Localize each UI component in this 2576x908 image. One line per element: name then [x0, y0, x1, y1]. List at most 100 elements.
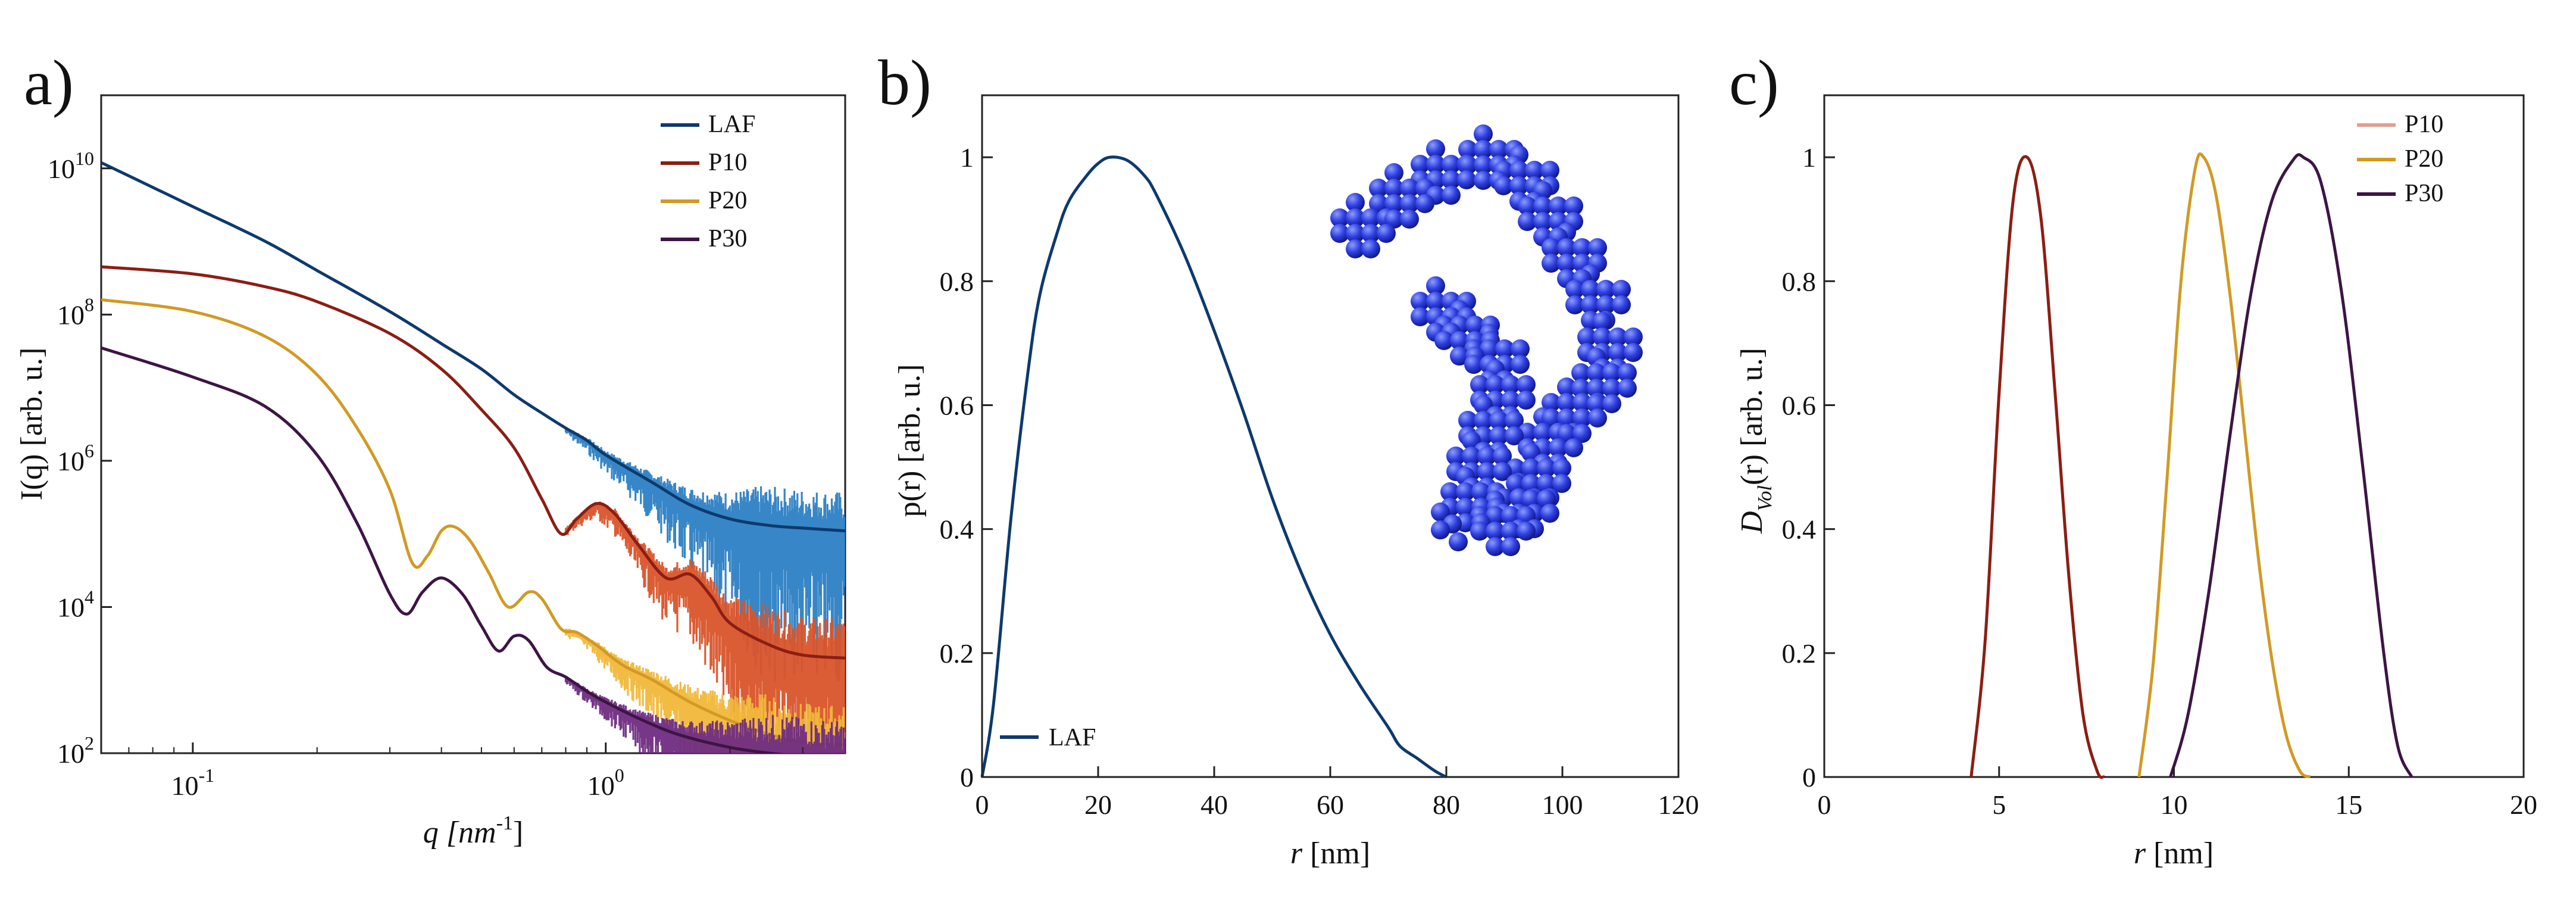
- bead-sphere: [1593, 312, 1612, 331]
- bead-sphere: [1426, 155, 1445, 174]
- bead-sphere: [1480, 339, 1499, 358]
- bead-sphere: [1509, 161, 1528, 180]
- bead-sphere: [1501, 537, 1520, 556]
- bead-sphere: [1431, 520, 1450, 539]
- legend-label-p10: P10: [708, 149, 747, 176]
- bead-sphere: [1384, 194, 1403, 213]
- bead-sphere: [1384, 210, 1403, 229]
- series-line-p20: [2137, 152, 2311, 779]
- bead-sphere: [1450, 347, 1469, 366]
- bead-sphere: [1346, 193, 1365, 212]
- bead-sphere: [1400, 179, 1419, 198]
- series-line-laf: [980, 155, 1448, 779]
- bead-sphere: [1434, 331, 1453, 350]
- panel-b-ticks: 0 20 40 60 80 100 120 0 0.2 0.4 0.6 0.8 1: [940, 142, 1699, 820]
- series-line-p10: [1969, 155, 2105, 779]
- bead-sphere: [1557, 254, 1576, 273]
- bead-sphere: [1462, 447, 1481, 466]
- bead-sphere: [1442, 155, 1461, 174]
- bead-sphere: [1501, 375, 1520, 394]
- bead-sphere: [1593, 327, 1612, 347]
- bead-sphere: [1511, 339, 1530, 358]
- x-tick-label: 20: [1084, 790, 1112, 820]
- bead-sphere: [1581, 280, 1600, 299]
- bead-sphere: [1474, 155, 1493, 174]
- x-tick-base: 10: [587, 770, 615, 801]
- bead-sphere: [1486, 375, 1505, 394]
- bead-sphere: [1612, 295, 1631, 314]
- bead-sphere: [1458, 140, 1477, 159]
- legend-label-p20: P20: [708, 187, 747, 214]
- y-tick-label: 0: [960, 762, 974, 792]
- panel-b-label: b): [878, 48, 931, 118]
- bead-sphere: [1486, 522, 1505, 541]
- bead-sphere: [1384, 179, 1403, 198]
- bead-sphere: [1442, 170, 1461, 189]
- x-tick-label: 80: [1433, 790, 1460, 820]
- panel-c-series: [1969, 152, 2414, 779]
- bead-sphere: [1557, 408, 1576, 428]
- bead-sphere: [1618, 379, 1637, 398]
- x-tick-label: 100: [1542, 790, 1583, 820]
- bead-sphere: [1517, 522, 1536, 541]
- panel-a-clipped: [101, 161, 845, 753]
- bead-sphere: [1495, 339, 1514, 358]
- bead-sphere: [1346, 224, 1365, 243]
- bead-sphere: [1330, 224, 1349, 243]
- bead-sphere: [1464, 355, 1483, 374]
- bead-sphere: [1489, 426, 1508, 445]
- bead-sphere: [1612, 280, 1631, 299]
- y-tick-base: 10: [57, 738, 85, 769]
- bead-sphere: [1533, 196, 1552, 216]
- bead-sphere: [1361, 208, 1380, 227]
- bead-sphere: [1446, 447, 1465, 466]
- bead-sphere: [1477, 447, 1496, 466]
- x-tick-label: 100: [587, 765, 624, 801]
- bead-sphere: [1458, 411, 1477, 430]
- bead-sphere: [1573, 424, 1592, 443]
- x-tick-label: 20: [2510, 790, 2537, 820]
- bead-sphere: [1542, 408, 1561, 428]
- bead-sphere: [1602, 363, 1621, 382]
- bead-sphere: [1450, 331, 1469, 350]
- bead-sphere: [1511, 355, 1530, 374]
- panel-a-label: a): [24, 48, 74, 118]
- bead-sphere: [1537, 489, 1556, 508]
- bead-sphere: [1587, 379, 1606, 398]
- bead-sphere: [1549, 438, 1568, 457]
- panel-a-xlabel: q [nm-1]: [423, 812, 523, 850]
- panel-c-ylabel: DVol(r) [arb. u.]: [1735, 348, 1776, 534]
- legend-label-laf: LAF: [1049, 724, 1096, 751]
- bead-sphere: [1588, 408, 1607, 428]
- y-tick-label: 106: [57, 440, 94, 476]
- x-tick-label: 15: [2335, 790, 2362, 820]
- bead-sphere: [1540, 161, 1559, 180]
- panel-c-ticks: 0 5 10 15 20 0 0.2 0.4 0.6 0.8 1: [1782, 142, 2538, 820]
- bead-sphere: [1571, 363, 1590, 382]
- y-tick-label: 0.4: [940, 514, 974, 545]
- bead-sphere: [1489, 140, 1508, 159]
- bead-sphere: [1330, 208, 1349, 227]
- bead-sphere: [1457, 170, 1476, 189]
- legend-label-p30: P30: [708, 225, 747, 252]
- y-tick-label: 0.6: [1782, 390, 1817, 420]
- bead-sphere: [1470, 522, 1489, 541]
- bead-sphere: [1411, 307, 1430, 326]
- bead-sphere: [1552, 458, 1571, 478]
- bead-sphere: [1596, 280, 1615, 299]
- x-tick-exp: 0: [615, 765, 624, 786]
- bead-model-inset: [1330, 124, 1643, 556]
- legend-label-laf: LAF: [708, 111, 755, 138]
- bead-sphere: [1608, 327, 1627, 347]
- panel-a-legend: LAF P10 P20 P30: [661, 111, 755, 252]
- y-tick-label: 0: [1802, 762, 1816, 792]
- bead-sphere: [1465, 316, 1484, 335]
- panel-b-legend: LAF: [1000, 724, 1096, 751]
- y-tick-exp: 6: [85, 440, 94, 461]
- bead-sphere: [1540, 504, 1559, 523]
- bead-sphere: [1602, 379, 1621, 398]
- bead-sphere: [1458, 155, 1477, 174]
- y-tick-label: 0.4: [1782, 514, 1817, 545]
- bead-sphere: [1577, 327, 1596, 347]
